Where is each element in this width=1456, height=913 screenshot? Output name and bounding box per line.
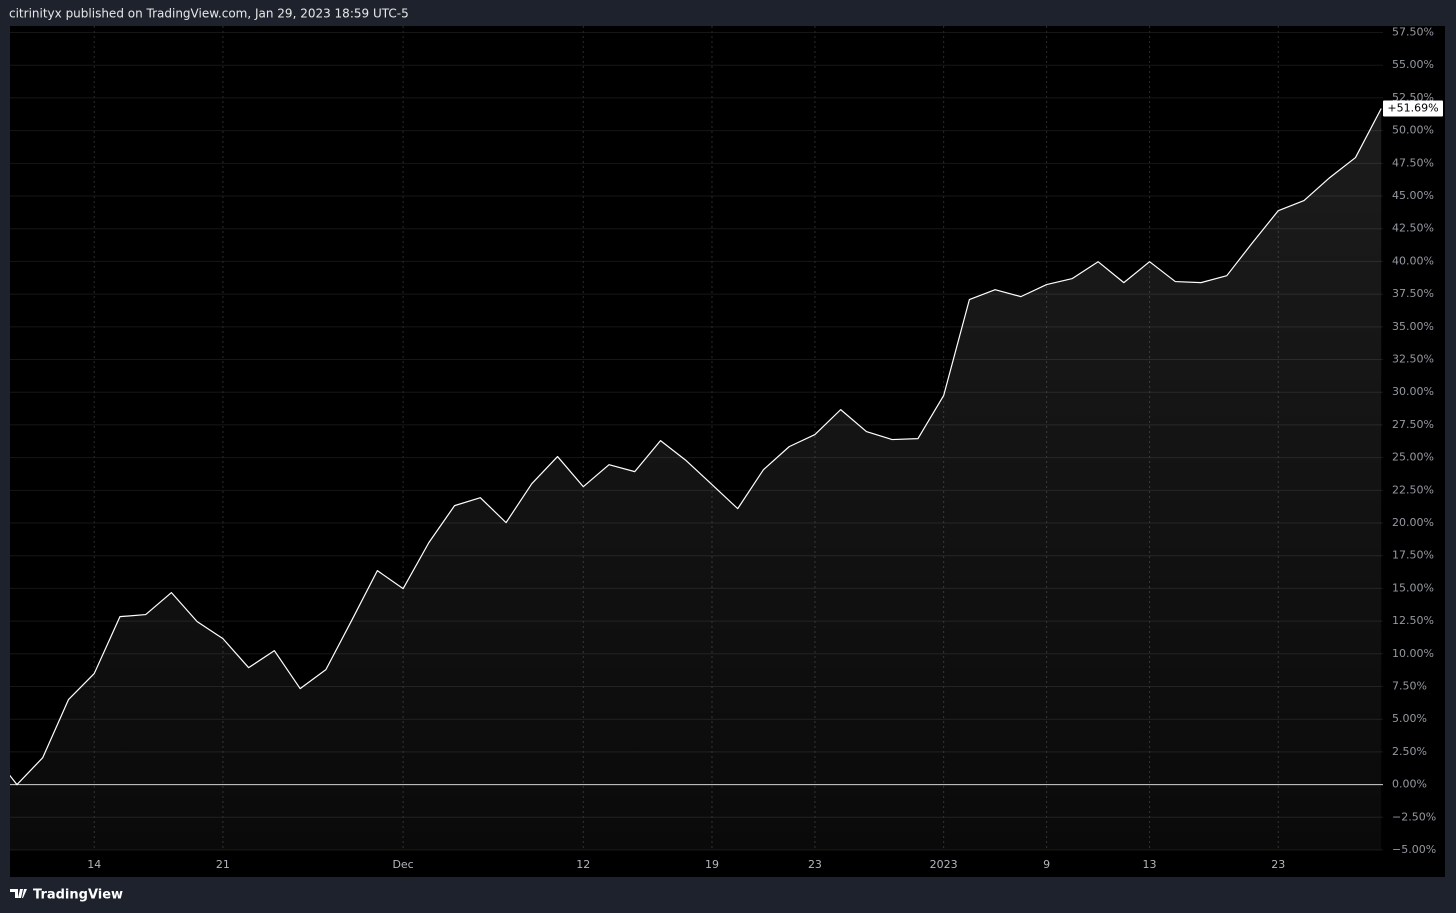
x-tick-label: 19 [705,858,719,871]
y-tick-label: 0.00% [1392,778,1427,791]
line [10,108,1382,786]
y-tick-label: 5.00% [1392,712,1427,725]
price-label-box [1383,100,1443,117]
x-tick-label: 14 [87,858,101,871]
y-tick-label: 50.00% [1392,124,1434,137]
y-tick-label: 10.00% [1392,647,1434,660]
y-tick-label: 45.00% [1392,189,1434,202]
y-tick-label: 57.50% [1392,26,1434,39]
x-tick-label: Dec [392,858,413,871]
y-tick-label: 17.50% [1392,549,1434,562]
y-tick-label: 12.50% [1392,614,1434,627]
y-tick-label: −2.50% [1392,810,1436,823]
y-tick-label: 20.00% [1392,516,1434,529]
y-tick-label: 30.00% [1392,385,1434,398]
x-tick-label: 2023 [930,858,958,871]
y-tick-label: 47.50% [1392,156,1434,169]
y-tick-label: 40.00% [1392,254,1434,267]
x-tick-label: 21 [216,858,230,871]
footer-logo [10,889,27,898]
y-tick-label: 7.50% [1392,680,1427,693]
y-tick-label: 22.50% [1392,483,1434,496]
y-tick-label: 2.50% [1392,745,1427,758]
price-label: +51.69% [1387,102,1438,115]
x-tick-label: 13 [1143,858,1157,871]
x-tick-label: 23 [808,858,822,871]
y-tick-label: −5.00% [1392,843,1436,856]
x-tick-label: 23 [1271,858,1285,871]
header-text: citrinityx published on TradingView.com,… [9,7,409,21]
footer-brand: TradingView [33,888,123,903]
area [10,108,1382,850]
y-tick-label: 25.00% [1392,451,1434,464]
x-tick-label: 9 [1043,858,1050,871]
y-tick-label: 35.00% [1392,320,1434,333]
x-tick-label: 12 [576,858,590,871]
y-tick-label: 32.50% [1392,353,1434,366]
y-tick-label: 15.00% [1392,581,1434,594]
y-tick-label: 37.50% [1392,287,1434,300]
y-tick-label: 42.50% [1392,222,1434,235]
y-tick-label: 55.00% [1392,58,1434,71]
y-tick-label: 27.50% [1392,418,1434,431]
